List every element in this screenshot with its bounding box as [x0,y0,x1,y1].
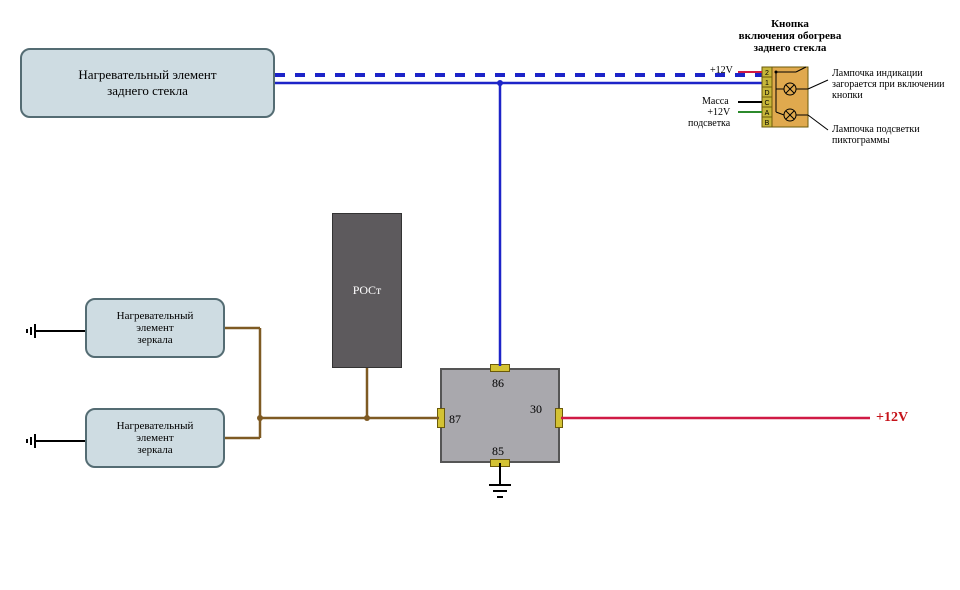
label-lamp-pictogram: Лампочка подсветки пиктограммы [832,124,920,146]
diagram-canvas: Нагревательный элемент заднего стекла На… [0,0,960,590]
annotation-leaders [0,0,960,590]
label-lamp-indication: Лампочка индикации загорается при включе… [832,68,945,101]
